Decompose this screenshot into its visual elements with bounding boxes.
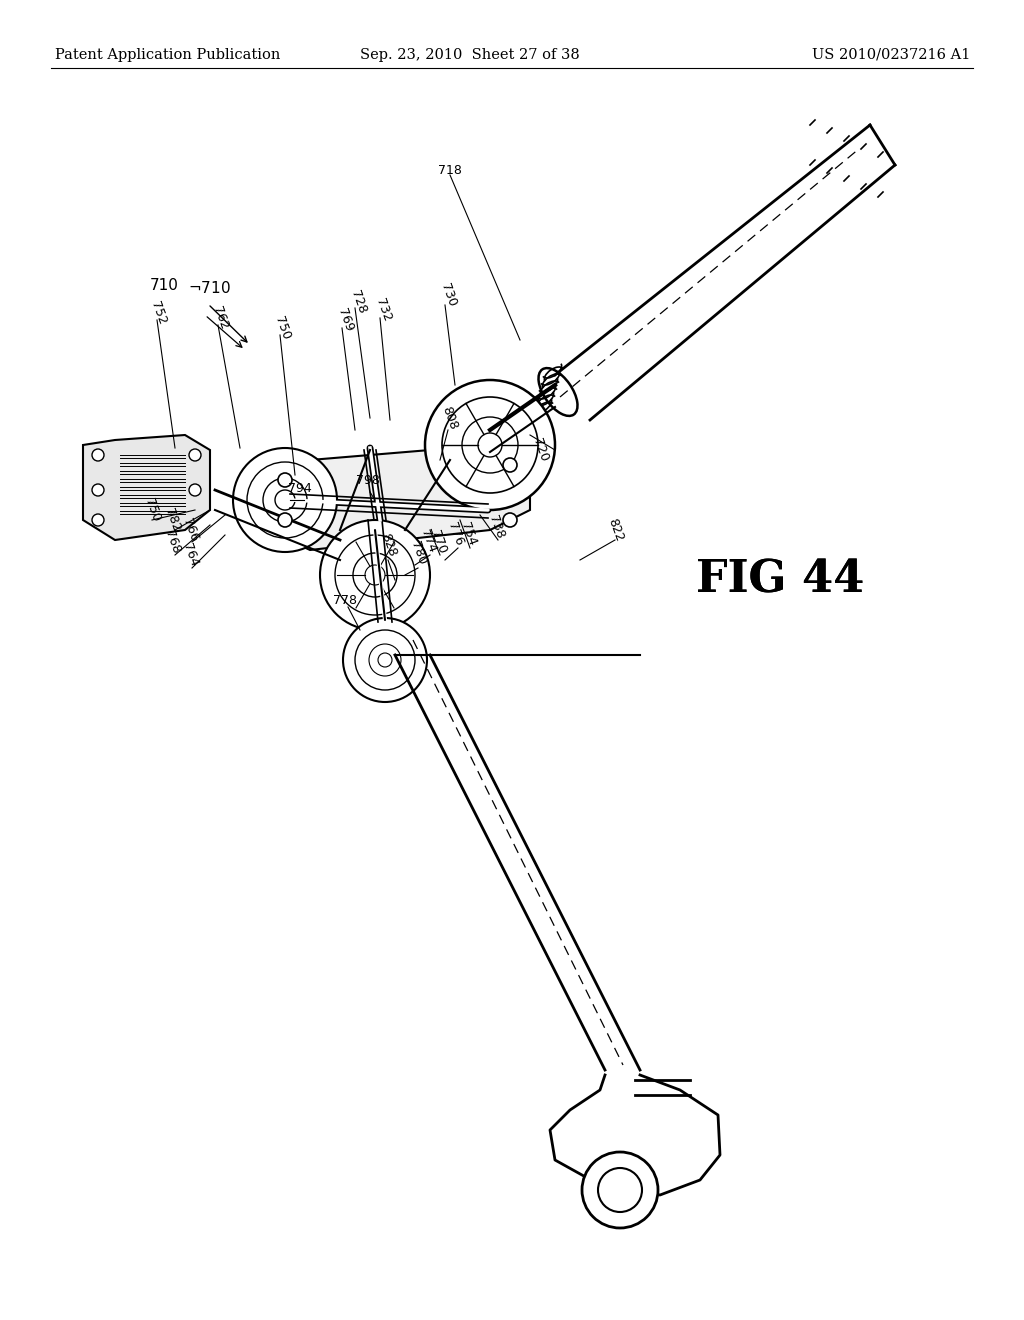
Circle shape (335, 535, 415, 615)
Text: 794: 794 (288, 482, 312, 495)
Text: 752: 752 (147, 300, 168, 326)
Text: 808: 808 (439, 404, 460, 432)
Circle shape (462, 417, 518, 473)
Text: 720: 720 (529, 437, 550, 463)
Circle shape (189, 484, 201, 496)
Text: FIG 44: FIG 44 (696, 558, 864, 602)
Text: 710: 710 (151, 277, 179, 293)
Circle shape (598, 1168, 642, 1212)
Circle shape (355, 630, 415, 690)
Text: 770: 770 (428, 528, 449, 556)
Text: 762: 762 (210, 305, 230, 331)
Text: 769: 769 (335, 306, 355, 334)
Text: 776: 776 (444, 520, 465, 548)
Circle shape (319, 520, 430, 630)
Circle shape (343, 618, 427, 702)
Circle shape (278, 473, 292, 487)
Text: 780: 780 (408, 540, 428, 566)
Text: Patent Application Publication: Patent Application Publication (55, 48, 281, 62)
Text: 754: 754 (458, 520, 478, 548)
Text: 766: 766 (180, 516, 200, 544)
Text: FIG 44: FIG 44 (696, 558, 864, 602)
Text: 738: 738 (485, 513, 506, 540)
Circle shape (503, 513, 517, 527)
Circle shape (189, 449, 201, 461)
Text: 750: 750 (141, 496, 162, 524)
Text: 732: 732 (373, 297, 393, 323)
Text: 730: 730 (438, 281, 458, 309)
Circle shape (503, 458, 517, 473)
Text: 728: 728 (348, 289, 369, 315)
Text: 774: 774 (418, 528, 438, 554)
Circle shape (263, 478, 307, 521)
Circle shape (233, 447, 337, 552)
Text: 828: 828 (378, 532, 398, 558)
Circle shape (478, 433, 502, 457)
Text: $\neg$710: $\neg$710 (188, 280, 230, 296)
Circle shape (582, 1152, 658, 1228)
Circle shape (378, 653, 392, 667)
Circle shape (247, 462, 323, 539)
Circle shape (365, 565, 385, 585)
Text: Sep. 23, 2010  Sheet 27 of 38: Sep. 23, 2010 Sheet 27 of 38 (360, 48, 580, 62)
Circle shape (425, 380, 555, 510)
Text: 718: 718 (438, 164, 462, 177)
Circle shape (278, 513, 292, 527)
Circle shape (92, 449, 104, 461)
Text: 768: 768 (162, 528, 182, 556)
Text: 764: 764 (180, 541, 200, 569)
Circle shape (442, 397, 538, 492)
Circle shape (92, 484, 104, 496)
Circle shape (275, 490, 295, 510)
Text: 798: 798 (356, 474, 380, 487)
Circle shape (353, 553, 397, 597)
Text: 822: 822 (605, 516, 626, 544)
Text: 750: 750 (271, 314, 292, 342)
Circle shape (92, 513, 104, 525)
Polygon shape (83, 436, 210, 540)
Polygon shape (268, 445, 530, 550)
Text: US 2010/0237216 A1: US 2010/0237216 A1 (812, 48, 970, 62)
Text: 782: 782 (162, 507, 182, 533)
Text: 778: 778 (333, 594, 357, 606)
Circle shape (369, 644, 401, 676)
